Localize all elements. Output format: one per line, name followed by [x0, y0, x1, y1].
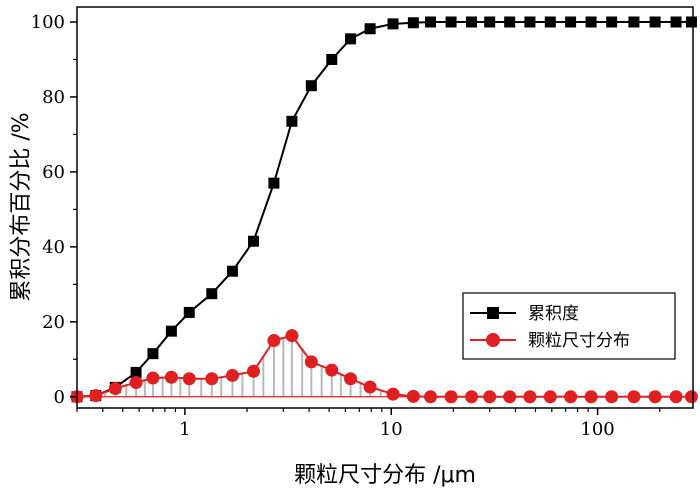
data-point-circle [267, 334, 281, 348]
data-point-circle [225, 368, 239, 382]
y-tick-label: 100 [31, 12, 65, 33]
data-point-square [628, 16, 640, 28]
data-point-circle [503, 390, 517, 404]
data-point-circle [627, 390, 641, 404]
data-point-square [685, 16, 697, 28]
data-point-circle [182, 372, 196, 386]
data-point-square [247, 235, 259, 247]
data-point-square [445, 16, 457, 28]
y-tick-label: 0 [54, 387, 65, 408]
data-point-square [147, 348, 159, 360]
data-point-square [425, 16, 437, 28]
data-point-square [544, 16, 556, 28]
x-tick-label: 100 [580, 419, 614, 440]
y-tick-label: 60 [42, 162, 65, 183]
data-point-circle [424, 390, 438, 404]
data-point-circle [344, 372, 358, 386]
data-point-square [206, 288, 218, 300]
legend-label-cumulative: 累积度 [528, 304, 579, 324]
data-point-circle [363, 380, 377, 394]
data-point-circle [89, 389, 103, 403]
data-point-square [268, 177, 280, 189]
data-point-circle [129, 376, 143, 390]
data-point-square [364, 23, 376, 35]
legend-marker-cumulative [487, 307, 499, 319]
y-tick-label: 40 [42, 237, 65, 258]
legend-label-distribution: 颗粒尺寸分布 [528, 331, 630, 351]
data-point-square [226, 265, 238, 277]
axes: 0 20 40 60 80 100 1 10 100 [31, 12, 661, 440]
data-point-circle [584, 390, 598, 404]
data-point-circle [164, 370, 178, 384]
data-point-circle [146, 371, 160, 385]
data-point-square [585, 16, 597, 28]
data-point-circle [205, 372, 219, 386]
data-point-square [345, 33, 357, 45]
data-point-circle [465, 390, 479, 404]
data-point-circle [406, 389, 420, 403]
data-point-circle [285, 329, 299, 343]
x-tick-label: 10 [380, 419, 403, 440]
data-point-square [606, 16, 618, 28]
data-point-circle [108, 382, 122, 396]
data-point-square [524, 16, 536, 28]
data-point-circle [246, 364, 260, 378]
legend-marker-distribution [486, 333, 500, 347]
y-tick-label: 80 [42, 87, 65, 108]
data-point-square [504, 16, 516, 28]
series-layer [70, 16, 698, 404]
data-point-circle [669, 390, 683, 404]
legend-box [462, 292, 676, 360]
y-tick-label: 20 [42, 312, 65, 333]
data-point-circle [564, 390, 578, 404]
data-point-circle [325, 363, 339, 377]
data-point-square [484, 16, 496, 28]
data-point-circle [605, 390, 619, 404]
data-point-square [286, 115, 298, 127]
legend: 累积度 颗粒尺寸分布 [462, 292, 676, 360]
data-point-square [466, 16, 478, 28]
data-point-circle [483, 390, 497, 404]
data-point-circle [648, 390, 662, 404]
data-point-square [326, 53, 338, 65]
x-axis-title: 颗粒尺寸分布 /μm [294, 463, 476, 488]
data-point-square [387, 18, 399, 30]
data-point-circle [304, 355, 318, 369]
x-tick-label: 1 [179, 419, 190, 440]
data-point-square [407, 17, 419, 29]
data-point-square [305, 80, 317, 92]
data-point-circle [386, 387, 400, 401]
y-axis-title: 累积分布百分比 /% [9, 112, 34, 301]
data-point-circle [444, 390, 458, 404]
data-point-square [183, 306, 195, 318]
data-point-square [130, 366, 142, 378]
data-point-square [670, 16, 682, 28]
data-point-circle [523, 390, 537, 404]
data-point-square [565, 16, 577, 28]
data-point-circle [543, 390, 557, 404]
plot-frame [76, 6, 694, 409]
data-point-circle [684, 390, 698, 404]
data-point-square [165, 325, 177, 337]
data-point-square [649, 16, 661, 28]
